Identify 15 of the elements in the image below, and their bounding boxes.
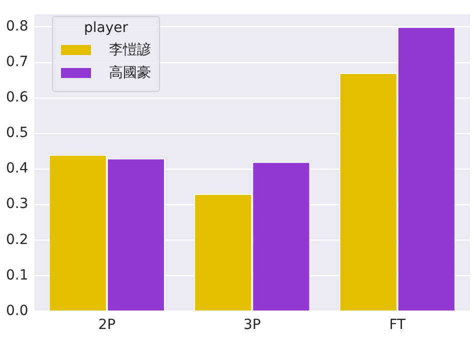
y-tick-label: 0.5: [6, 125, 28, 142]
y-tick-label: 0.3: [6, 196, 28, 212]
y-tick-label: 0.7: [6, 54, 28, 70]
legend-label: 高國豪: [109, 64, 151, 82]
y-tick-label: 0.2: [6, 232, 28, 248]
legend-label: 李愷諺: [109, 41, 151, 59]
x-tick-label: FT: [389, 317, 406, 334]
y-tick-label: 0.0: [6, 302, 28, 319]
y-tick-label: 0.4: [6, 160, 28, 177]
x-tick-label: 3P: [243, 317, 261, 334]
y-tick-label: 0.6: [6, 90, 28, 106]
y-tick-label: 0.1: [6, 267, 28, 284]
y-tick-label: 0.8: [6, 18, 28, 34]
x-tick-label: 2P: [98, 317, 116, 334]
legend-title: player: [82, 20, 129, 36]
